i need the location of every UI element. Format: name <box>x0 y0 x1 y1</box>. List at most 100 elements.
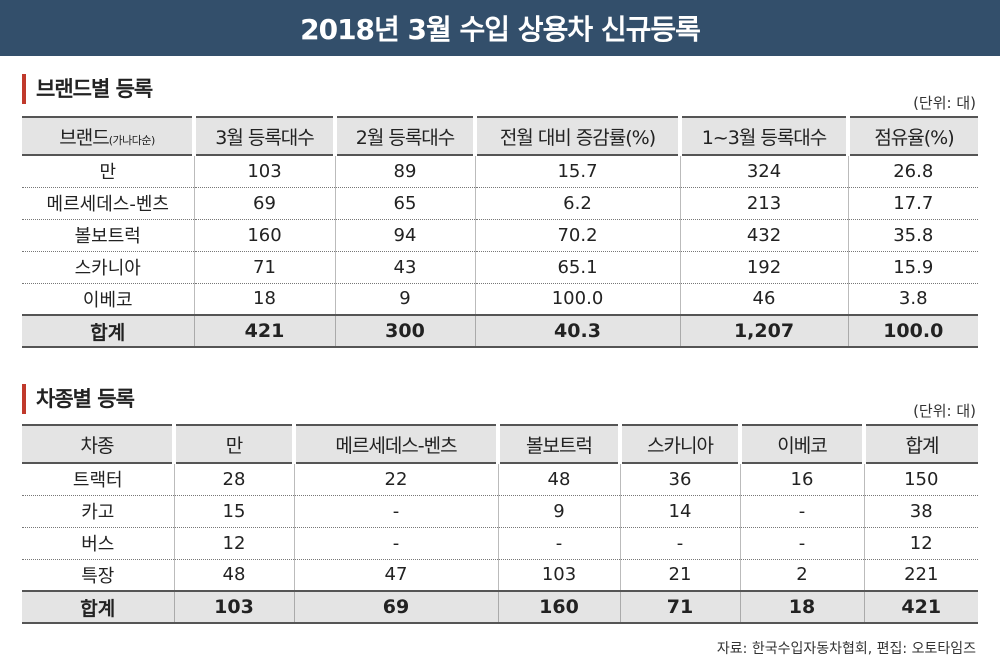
brand-unit-label: (단위: 대) <box>913 94 976 112</box>
cell-scania: 21 <box>620 559 741 591</box>
cell-man: 48 <box>174 559 295 591</box>
cell-feb: 94 <box>335 219 476 252</box>
table-row: 만 103 89 15.7 324 26.8 <box>22 155 978 188</box>
cell-march: 69 <box>194 187 336 220</box>
cell-volvo: 103 <box>498 559 621 591</box>
col-total: 합계 <box>864 424 978 464</box>
cell-benz: 47 <box>294 559 499 591</box>
col-scania: 스카니아 <box>620 424 742 464</box>
cell-march: 103 <box>194 155 336 188</box>
cell-brand: 만 <box>22 155 195 188</box>
cell-total-volvo: 160 <box>498 590 621 624</box>
cell-total-benz: 69 <box>294 590 499 624</box>
cell-scania: - <box>620 527 741 560</box>
cell-share: 15.9 <box>848 251 978 284</box>
col-feb: 2월 등록대수 <box>335 116 477 156</box>
cell-total-iveco: 18 <box>740 590 865 624</box>
cell-total: 150 <box>864 463 978 496</box>
page-title: 2018년 3월 수입 상용차 신규등록 <box>0 0 1000 56</box>
cell-scania: 36 <box>620 463 741 496</box>
cell-iveco: - <box>740 495 865 528</box>
brand-table: 브랜드(가나다순) 3월 등록대수 2월 등록대수 전월 대비 증감률(%) 1… <box>22 116 978 348</box>
col-share: 점유율(%) <box>848 116 978 156</box>
cell-brand: 스카니아 <box>22 251 195 284</box>
cell-brand: 이베코 <box>22 283 195 315</box>
cell-change: 100.0 <box>475 283 681 315</box>
cell-total: 12 <box>864 527 978 560</box>
cell-benz: - <box>294 527 499 560</box>
cell-feb: 65 <box>335 187 476 220</box>
cell-type: 카고 <box>22 495 175 528</box>
cell-total-all: 421 <box>864 590 978 624</box>
cell-share: 3.8 <box>898 288 928 310</box>
cell-ytd: 213 <box>680 187 849 220</box>
type-table-header: 차종 만 메르세데스-벤츠 볼보트럭 스카니아 이베코 합계 <box>22 424 978 464</box>
cell-total-scania: 71 <box>620 590 741 624</box>
cell-change: 70.2 <box>475 219 681 252</box>
table-row: 이베코 18 9 100.0 46 3.8 <box>22 283 978 315</box>
cell-march: 71 <box>194 251 336 284</box>
source-note: 자료: 한국수입자동차협회, 편집: 오토타임즈 <box>716 641 976 657</box>
col-iveco: 이베코 <box>740 424 866 464</box>
cell-march: 160 <box>194 219 336 252</box>
cell-benz: - <box>294 495 499 528</box>
brand-table-header: 브랜드(가나다순) 3월 등록대수 2월 등록대수 전월 대비 증감률(%) 1… <box>22 116 978 156</box>
total-row: 합계 421 300 40.3 1,207 100.0 <box>22 314 978 348</box>
table-row: 볼보트럭 160 94 70.2 432 35.8 <box>22 219 978 252</box>
cell-total-label: 합계 <box>22 590 175 624</box>
cell-volvo: 48 <box>498 463 621 496</box>
col-march: 3월 등록대수 <box>194 116 337 156</box>
table-row: 카고 15 - 9 14 - 38 <box>22 495 978 528</box>
table-row: 스카니아 71 43 65.1 192 15.9 <box>22 251 978 284</box>
type-table: 차종 만 메르세데스-벤츠 볼보트럭 스카니아 이베코 합계 트랙터 28 22… <box>22 424 978 624</box>
col-ytd: 1~3월 등록대수 <box>680 116 850 156</box>
col-brand: 브랜드(가나다순) <box>22 116 196 156</box>
cell-total-change: 40.3 <box>475 314 681 348</box>
cell-man: 28 <box>174 463 295 496</box>
cell-brand: 메르세데스-벤츠 <box>22 187 195 220</box>
cell-iveco: - <box>740 527 865 560</box>
cell-man: 12 <box>174 527 295 560</box>
cell-type: 버스 <box>22 527 175 560</box>
cell-total-ytd: 1,207 <box>680 314 849 348</box>
col-volvo: 볼보트럭 <box>498 424 622 464</box>
cell-ytd: 46 <box>680 283 849 315</box>
table-row: 트랙터 28 22 48 36 16 150 <box>22 463 978 496</box>
cell-total-share: 100.0 <box>848 314 978 348</box>
cell-total-man: 103 <box>174 590 295 624</box>
cell-share: 35.8 <box>848 219 978 252</box>
cell-share: 26.8 <box>848 155 978 188</box>
table-row: 버스 12 - - - - 12 <box>22 527 978 560</box>
cell-brand: 볼보트럭 <box>22 219 195 252</box>
cell-feb: 89 <box>335 155 476 188</box>
col-brand-sub: (가나다순) <box>108 133 156 147</box>
cell-volvo: - <box>498 527 621 560</box>
cell-scania: 14 <box>620 495 741 528</box>
cell-iveco: 2 <box>740 559 865 591</box>
cell-march: 18 <box>194 283 336 315</box>
col-benz: 메르세데스-벤츠 <box>294 424 500 464</box>
cell-total-feb: 300 <box>335 314 476 348</box>
col-change: 전월 대비 증감률(%) <box>475 116 682 156</box>
cell-benz: 22 <box>294 463 499 496</box>
cell-share: 17.7 <box>848 187 978 220</box>
cell-feb: 43 <box>335 251 476 284</box>
type-section-title: 차종별 등록 <box>22 384 135 414</box>
cell-type: 트랙터 <box>22 463 175 496</box>
type-unit-label: (단위: 대) <box>913 402 976 420</box>
col-type: 차종 <box>22 424 176 464</box>
cell-type: 특장 <box>22 559 175 591</box>
cell-change: 65.1 <box>475 251 681 284</box>
cell-change: 6.2 <box>475 187 681 220</box>
cell-total: 221 <box>904 564 939 586</box>
cell-feb: 9 <box>335 283 476 315</box>
cell-change: 15.7 <box>475 155 681 188</box>
cell-total: 38 <box>864 495 978 528</box>
cell-iveco: 16 <box>740 463 865 496</box>
cell-ytd: 324 <box>680 155 849 188</box>
cell-total-march: 421 <box>194 314 336 348</box>
col-man: 만 <box>174 424 296 464</box>
cell-ytd: 192 <box>680 251 849 284</box>
cell-total-label: 합계 <box>22 314 195 348</box>
table-row: 특장 48 47 103 21 2 221 <box>22 559 978 591</box>
